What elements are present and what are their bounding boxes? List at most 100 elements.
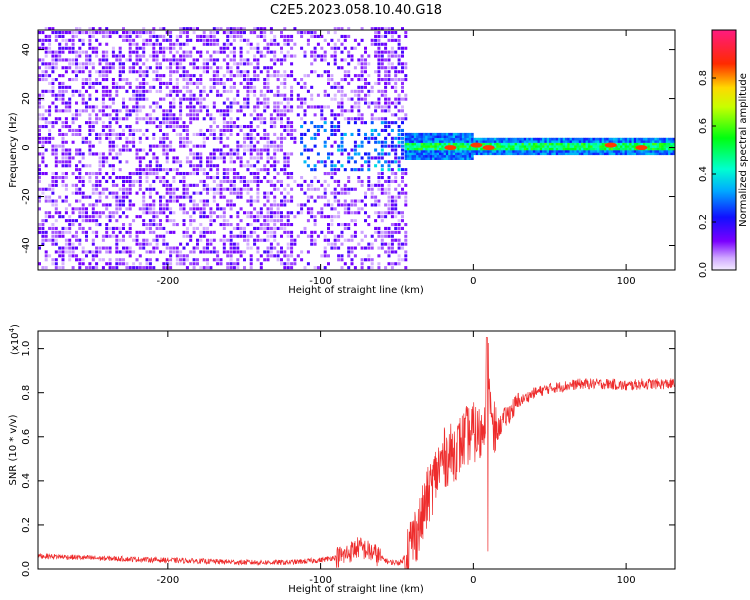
- spectrogram-cell: [286, 172, 290, 176]
- spectrogram-cell: [337, 238, 341, 242]
- spectrogram-cell: [128, 266, 132, 270]
- spectrogram-cell: [590, 140, 593, 143]
- spectrogram-cell: [374, 183, 378, 187]
- spectrogram-cell: [216, 81, 220, 85]
- spectrogram-cell: [337, 46, 341, 50]
- spectrogram-cell: [401, 211, 404, 215]
- spectrogram-cell: [452, 152, 456, 156]
- spectrogram-cell: [562, 150, 566, 153]
- spectrogram-cell: [105, 78, 109, 82]
- spectrogram-cell: [416, 154, 419, 158]
- spectrogram-cell: [101, 109, 105, 113]
- spectrogram-cell: [192, 246, 196, 250]
- spectrogram-cell: [81, 136, 85, 140]
- spectrogram-cell: [256, 183, 260, 187]
- spectrogram-cell: [283, 250, 287, 254]
- spectrogram-cell: [404, 191, 408, 195]
- spectrogram-cell: [206, 226, 209, 230]
- spectrogram-cell: [296, 234, 300, 238]
- spectrogram-cell: [159, 62, 162, 66]
- spectrogram-cell: [196, 168, 199, 172]
- spectrogram-cell: [429, 140, 433, 143]
- spectrogram-cell: [638, 150, 641, 153]
- spectrogram-cell: [105, 207, 109, 211]
- spectrogram-cell: [659, 147, 662, 151]
- spectrogram-cell: [310, 62, 314, 66]
- spectrogram-cell: [212, 179, 216, 183]
- spectrogram-cell: [216, 136, 220, 140]
- spectrogram-cell: [41, 234, 45, 238]
- spectrogram-cell: [303, 113, 307, 117]
- spectrogram-cell: [353, 219, 357, 223]
- spectrogram-cell: [169, 58, 173, 62]
- spectrogram-cell: [98, 246, 102, 250]
- spectrogram-cell: [413, 150, 417, 153]
- spectrogram-cell: [179, 97, 183, 101]
- spectrogram-cell: [290, 74, 294, 78]
- spectrogram-cell: [357, 176, 361, 180]
- spectrogram-cell: [118, 250, 122, 254]
- spectrogram-cell: [81, 195, 85, 199]
- spectrogram-cell: [357, 85, 361, 89]
- spectrogram-cell: [280, 223, 283, 227]
- spectrogram-cell: [91, 250, 95, 254]
- spectrogram-cell: [88, 226, 92, 230]
- spectrogram-cell: [41, 226, 45, 230]
- spectrogram-cell: [206, 113, 209, 117]
- spectrogram-cell: [246, 183, 250, 187]
- spectrogram-cell: [145, 70, 149, 74]
- spectrogram-cell: [58, 215, 62, 219]
- spectrogram-cell: [526, 142, 529, 146]
- spectrogram-cell: [367, 140, 371, 144]
- spectrogram-cell: [397, 156, 401, 160]
- spectrogram-cell: [259, 148, 263, 152]
- spectrogram-cell: [145, 136, 149, 140]
- spectrogram-cell: [229, 117, 233, 121]
- spectrogram-cell: [418, 142, 421, 146]
- spectrogram-cell: [397, 109, 401, 113]
- spectrogram-cell: [642, 137, 646, 141]
- spectrogram-cell: [273, 230, 277, 234]
- spectrogram-cell: [159, 89, 162, 93]
- spectrogram-cell: [155, 223, 159, 227]
- spectrogram-cell: [172, 42, 176, 46]
- spectrogram-cell: [553, 145, 557, 148]
- spectrogram-cell: [461, 157, 465, 160]
- spectrogram-cell: [81, 156, 85, 160]
- spectrogram-cell: [273, 246, 277, 250]
- spectrogram-cell: [61, 101, 65, 105]
- spectrogram-cell: [128, 81, 132, 85]
- spectrogram-cell: [500, 140, 504, 143]
- spectrogram-cell: [71, 58, 75, 62]
- spectrogram-cell: [266, 156, 270, 160]
- spectrogram-cell: [594, 137, 598, 141]
- spectrogram-cell: [384, 226, 388, 230]
- spectrogram-cell: [148, 42, 152, 46]
- spectrogram-cell: [581, 145, 584, 148]
- spectrogram-cell: [219, 66, 223, 70]
- spectrogram-cell: [489, 137, 492, 141]
- spectrogram-cell: [397, 258, 401, 262]
- spectrogram-cell: [91, 66, 95, 70]
- spectrogram-cell: [101, 66, 105, 70]
- spectrogram-cell: [516, 142, 520, 146]
- spectrogram-cell: [48, 109, 52, 113]
- spectrogram-cell: [138, 54, 142, 58]
- spectrogram-cell: [535, 152, 538, 156]
- spectrogram-cell: [539, 152, 543, 156]
- spectrogram-cell: [68, 246, 72, 250]
- spectrogram-cell: [615, 140, 618, 143]
- spectrogram-cell: [303, 97, 307, 101]
- spectrogram-cell: [629, 150, 632, 153]
- spectrogram-cell: [165, 258, 169, 262]
- spectrogram-cell: [357, 101, 361, 105]
- spectrogram-cell: [125, 117, 129, 121]
- spectrogram-cell: [390, 195, 394, 199]
- spectrogram-cell: [152, 266, 156, 270]
- spectrogram-cell: [466, 142, 470, 146]
- spectrogram-cell: [306, 105, 310, 109]
- spectrogram-cell: [370, 195, 374, 199]
- spectrogram-cell: [273, 38, 277, 42]
- spectrogram-cell: [68, 203, 72, 207]
- spectrogram-cell: [138, 70, 142, 74]
